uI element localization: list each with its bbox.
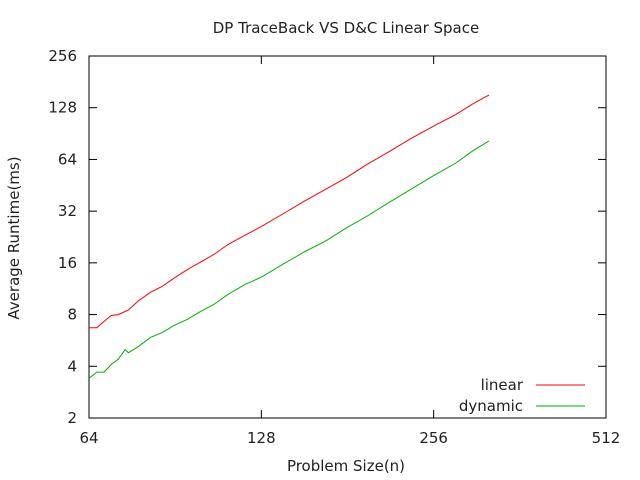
series-line-dynamic [88,140,490,379]
plot-frame [88,55,607,419]
y-tick-label: 128 [48,99,77,117]
x-tick-label: 128 [247,429,276,447]
legend: linear dynamic [459,376,585,415]
x-tick-label: 64 [79,429,98,447]
series-lines [88,94,490,379]
y-axis-label: Average Runtime(ms) [5,156,23,319]
x-tick-label: 256 [419,429,448,447]
y-tick-label: 8 [67,306,77,324]
series-line-linear [89,94,490,329]
chart-title: DP TraceBack VS D&C Linear Space [213,19,479,37]
y-tick-label: 2 [67,409,77,427]
legend-label-linear: linear [481,376,524,394]
legend-label-dynamic: dynamic [459,397,523,415]
axis-ticks: 2 4 8 16 32 64 128 256 64 128 256 512 [48,47,620,447]
y-tick-label: 32 [58,202,77,220]
x-axis-label: Problem Size(n) [287,457,405,475]
y-tick-label: 4 [67,357,77,375]
y-tick-label: 256 [48,47,77,65]
y-tick-label: 16 [58,254,77,272]
x-tick-label: 512 [592,429,621,447]
y-tick-label: 64 [58,150,77,168]
